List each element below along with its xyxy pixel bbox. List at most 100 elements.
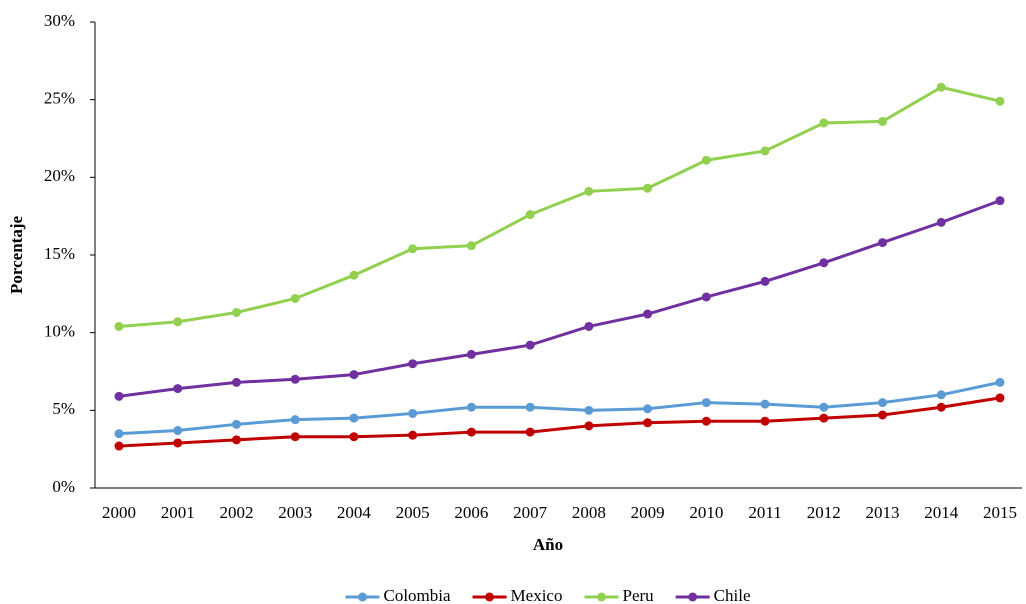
point	[643, 183, 653, 193]
point	[231, 419, 241, 429]
y-tick-label: 0%	[52, 477, 75, 496]
x-tick-label: 2001	[161, 503, 195, 522]
y-tick-label: 25%	[44, 89, 75, 108]
point	[936, 217, 946, 227]
point	[584, 421, 594, 431]
point	[408, 430, 418, 440]
point	[760, 146, 770, 156]
point	[466, 241, 476, 251]
y-tick-label: 10%	[44, 322, 75, 341]
point	[525, 402, 535, 412]
legend-marker	[357, 592, 367, 602]
series-line	[118, 380, 1001, 436]
point	[525, 427, 535, 437]
x-tick-label: 2004	[337, 503, 372, 522]
legend-label: Colombia	[383, 586, 451, 604]
x-tick-label: 2002	[219, 503, 253, 522]
point	[643, 404, 653, 414]
point	[819, 118, 829, 128]
point	[290, 415, 300, 425]
point	[878, 410, 888, 420]
point	[525, 340, 535, 350]
x-tick-label: 2005	[396, 503, 430, 522]
point	[466, 402, 476, 412]
point	[231, 307, 241, 317]
point	[643, 309, 653, 319]
point	[584, 405, 594, 415]
point	[466, 427, 476, 437]
x-tick-label: 2006	[454, 503, 488, 522]
x-tick-label: 2012	[807, 503, 841, 522]
point	[701, 292, 711, 302]
point	[760, 416, 770, 426]
x-tick-label: 2015	[983, 503, 1017, 522]
y-axis-title: Porcentaje	[7, 216, 26, 294]
point	[819, 402, 829, 412]
point	[701, 416, 711, 426]
point	[349, 270, 359, 280]
series-line	[118, 199, 1001, 398]
legend-label: Mexico	[511, 586, 563, 604]
x-tick-label: 2013	[866, 503, 900, 522]
point	[173, 438, 183, 448]
y-tick-label: 30%	[44, 11, 75, 30]
x-tick-label: 2011	[748, 503, 781, 522]
point	[349, 432, 359, 442]
x-tick-label: 2010	[689, 503, 723, 522]
point	[290, 374, 300, 384]
point	[643, 418, 653, 428]
point	[231, 377, 241, 387]
point	[878, 398, 888, 408]
point	[466, 349, 476, 359]
point	[290, 432, 300, 442]
legend-label: Chile	[714, 586, 751, 604]
point	[936, 402, 946, 412]
x-tick-label: 2007	[513, 503, 548, 522]
x-tick-label: 2009	[631, 503, 665, 522]
point	[936, 390, 946, 400]
point	[878, 116, 888, 126]
point	[173, 426, 183, 436]
point	[525, 210, 535, 220]
x-tick-label: 2000	[102, 503, 136, 522]
point	[114, 321, 124, 331]
point	[819, 258, 829, 268]
point	[231, 435, 241, 445]
point	[408, 408, 418, 418]
legend-marker	[596, 592, 606, 602]
x-axis-title: Año	[533, 535, 563, 554]
series-line	[118, 396, 1001, 448]
point	[760, 276, 770, 286]
point	[995, 196, 1005, 206]
point	[408, 359, 418, 369]
point	[701, 398, 711, 408]
point	[878, 238, 888, 248]
point	[995, 393, 1005, 403]
legend-marker	[485, 592, 495, 602]
point	[114, 429, 124, 439]
point	[349, 413, 359, 423]
point	[584, 321, 594, 331]
point	[995, 377, 1005, 387]
point	[290, 293, 300, 303]
point	[173, 317, 183, 327]
point	[408, 244, 418, 254]
series-line	[118, 85, 1001, 328]
point	[760, 399, 770, 409]
point	[819, 413, 829, 423]
point	[701, 155, 711, 165]
point	[349, 370, 359, 380]
point	[584, 186, 594, 196]
legend-marker	[688, 592, 698, 602]
legend-label: Peru	[622, 586, 654, 604]
y-tick-label: 5%	[52, 399, 75, 418]
point	[936, 82, 946, 92]
point	[114, 391, 124, 401]
x-tick-label: 2008	[572, 503, 606, 522]
x-tick-label: 2014	[924, 503, 959, 522]
y-tick-label: 15%	[44, 244, 75, 263]
x-tick-label: 2003	[278, 503, 312, 522]
y-tick-label: 20%	[44, 166, 75, 185]
point	[173, 384, 183, 394]
